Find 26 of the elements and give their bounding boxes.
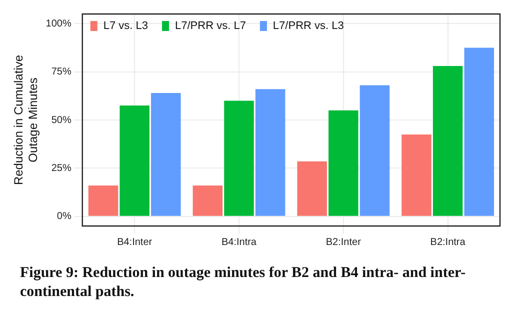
y-tick-label: 100% [46, 18, 72, 30]
x-tick-label: B4:Inter [117, 236, 153, 248]
legend-label: L7/PRR vs. L3 [272, 20, 344, 32]
bar [402, 134, 432, 216]
bar [297, 161, 327, 216]
caption: Figure 9: Reduction in outage minutes for B2 and B4 intra- and inter-continental paths. [20, 264, 467, 302]
bar [360, 85, 390, 216]
bar [88, 186, 118, 216]
bar [120, 106, 150, 216]
bar [464, 48, 494, 216]
y-tick-label: 0% [56, 211, 72, 222]
legend-label: L7/PRR vs. L7 [175, 20, 246, 32]
x-tick-label: B2:Intra [430, 236, 466, 248]
legend-label: L7 vs. L3 [103, 20, 148, 32]
y-axis-title: Reduction in Cumulative Outage Minutes [12, 54, 40, 186]
x-tick-label: B2:Inter [326, 236, 362, 248]
y-tick-label: 75% [51, 66, 72, 78]
x-tick-label: B4:Intra [221, 236, 257, 248]
bar [151, 93, 181, 216]
bar [224, 100, 254, 216]
y-tick-label: 50% [51, 114, 72, 126]
bar [432, 66, 463, 216]
bar [255, 89, 286, 216]
y-tick-label: 25% [51, 162, 72, 174]
bar [328, 110, 358, 216]
bar [192, 186, 223, 216]
